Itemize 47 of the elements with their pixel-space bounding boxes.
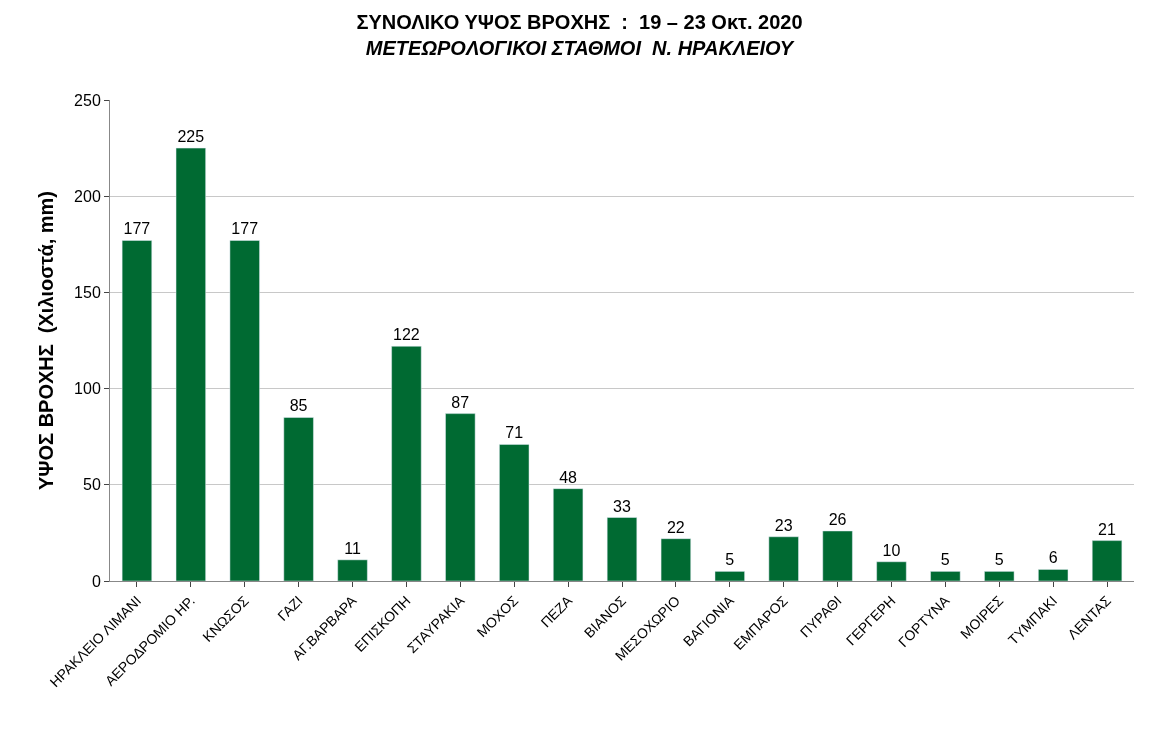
data-label: 177 [123, 220, 151, 238]
data-label: 122 [393, 326, 420, 344]
bar [229, 240, 260, 581]
data-label: 177 [231, 220, 259, 238]
bar [553, 488, 584, 581]
data-label: 225 [177, 128, 205, 146]
bar [175, 147, 206, 581]
data-label: 87 [451, 393, 470, 411]
y-tick-label: 200 [74, 187, 101, 205]
chart-title: ΣΥΝΟΛΙΚΟ ΥΨΟΣ ΒΡΟΧΗΣ : 19 – 23 Οκτ. 2020 [356, 11, 803, 34]
data-label: 22 [666, 518, 685, 536]
y-tick-label: 250 [74, 91, 101, 109]
bar [445, 413, 476, 581]
bar [660, 538, 691, 581]
bar [1091, 540, 1123, 581]
data-label: 10 [882, 541, 901, 559]
bar [283, 417, 314, 581]
bar [714, 571, 745, 581]
data-label: 85 [289, 397, 308, 415]
bar [876, 561, 907, 581]
data-label: 6 [1048, 549, 1058, 567]
data-label: 5 [725, 551, 735, 569]
y-axis-title: ΥΨΟΣ ΒΡΟΧΗΣ (Χιλιοστά, mm) [34, 190, 57, 491]
bar [984, 571, 1015, 581]
data-label: 48 [559, 468, 578, 486]
y-tick-label: 100 [74, 380, 101, 398]
y-tick-label: 0 [91, 572, 101, 590]
bar [822, 530, 853, 581]
data-label: 26 [828, 510, 847, 528]
data-label: 5 [940, 551, 950, 569]
bar [1038, 569, 1069, 581]
y-tick-label: 50 [83, 476, 101, 494]
bar [768, 536, 799, 581]
chart-subtitle: ΜΕΤΕΩΡΟΛΟΓΙΚΟΙ ΣΤΑΘΜΟΙ Ν. ΗΡΑΚΛΕΙΟΥ [365, 37, 795, 60]
data-label: 23 [774, 516, 793, 534]
data-label: 21 [1098, 520, 1116, 538]
bar [606, 517, 638, 581]
bar [391, 346, 422, 581]
data-label: 5 [994, 551, 1004, 569]
data-label: 11 [344, 539, 361, 557]
bar [930, 571, 961, 581]
y-tick-label: 150 [74, 284, 101, 301]
data-label: 71 [505, 424, 524, 442]
bar [121, 240, 153, 581]
bar [337, 559, 368, 581]
bar [499, 444, 530, 581]
data-label: 33 [613, 497, 631, 515]
